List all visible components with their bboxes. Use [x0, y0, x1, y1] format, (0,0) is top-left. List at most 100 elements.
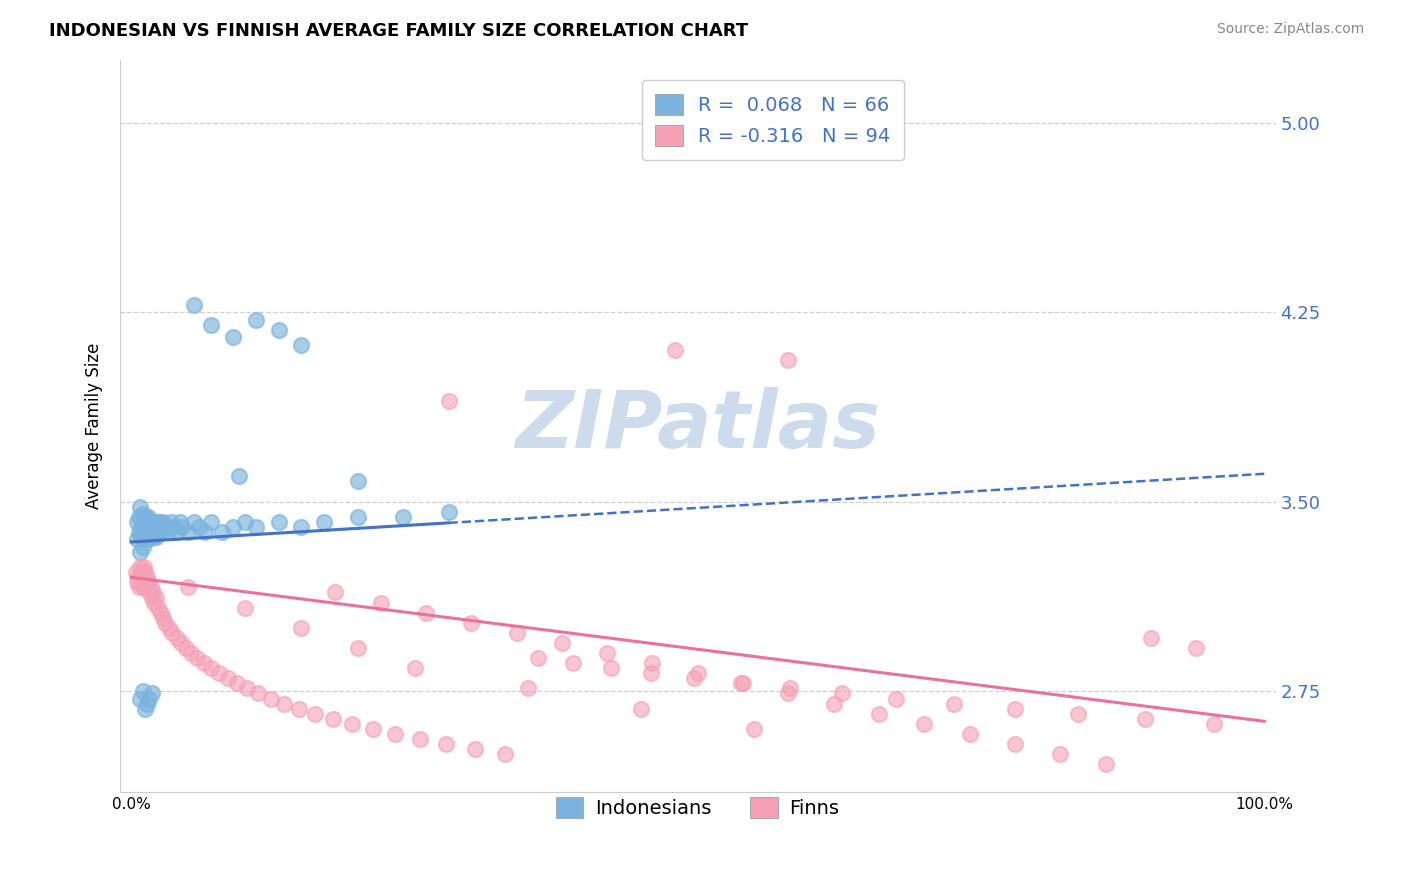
Point: [347, 475, 370, 489]
Point: [942, 697, 965, 711]
Point: [228, 469, 250, 483]
Point: [136, 509, 159, 524]
Point: [247, 686, 270, 700]
Point: [131, 520, 153, 534]
Point: [823, 697, 845, 711]
Point: [141, 591, 163, 605]
Point: [211, 524, 233, 539]
Point: [131, 540, 153, 554]
Point: [193, 656, 215, 670]
Point: [145, 515, 167, 529]
Point: [138, 515, 160, 529]
Point: [131, 530, 153, 544]
Point: [551, 636, 574, 650]
Point: [141, 515, 163, 529]
Point: [146, 524, 169, 539]
Point: [134, 566, 156, 580]
Point: [912, 716, 935, 731]
Point: [131, 566, 153, 580]
Point: [200, 318, 222, 332]
Point: [288, 701, 311, 715]
Point: [342, 716, 364, 731]
Point: [132, 520, 155, 534]
Point: [141, 686, 163, 700]
Point: [290, 621, 312, 635]
Point: [127, 570, 149, 584]
Point: [245, 520, 267, 534]
Point: [141, 524, 163, 539]
Point: [149, 520, 172, 534]
Point: [135, 520, 157, 534]
Point: [135, 581, 157, 595]
Point: [125, 533, 148, 547]
Point: [180, 646, 202, 660]
Point: [138, 691, 160, 706]
Point: [134, 701, 156, 715]
Point: [217, 671, 239, 685]
Point: [131, 524, 153, 539]
Point: [139, 581, 162, 595]
Point: [160, 515, 183, 529]
Point: [409, 731, 432, 746]
Point: [128, 581, 150, 595]
Point: [186, 651, 208, 665]
Point: [136, 524, 159, 539]
Point: [166, 524, 188, 539]
Point: [599, 661, 621, 675]
Point: [139, 520, 162, 534]
Point: [404, 661, 426, 675]
Point: [347, 509, 370, 524]
Point: [1185, 641, 1208, 656]
Point: [145, 591, 167, 605]
Point: [131, 515, 153, 529]
Point: [157, 621, 180, 635]
Text: INDONESIAN VS FINNISH AVERAGE FAMILY SIZE CORRELATION CHART: INDONESIAN VS FINNISH AVERAGE FAMILY SIZ…: [49, 22, 748, 40]
Point: [222, 520, 245, 534]
Point: [831, 686, 853, 700]
Point: [1067, 706, 1090, 721]
Point: [129, 691, 152, 706]
Point: [188, 520, 211, 534]
Point: [170, 636, 193, 650]
Point: [125, 566, 148, 580]
Point: [129, 560, 152, 574]
Legend: Indonesians, Finns: Indonesians, Finns: [548, 789, 846, 826]
Point: [1094, 757, 1116, 772]
Point: [225, 676, 247, 690]
Point: [912, 813, 935, 827]
Point: [174, 641, 197, 656]
Point: [128, 509, 150, 524]
Point: [132, 570, 155, 584]
Point: [125, 575, 148, 590]
Point: [437, 505, 460, 519]
Point: [129, 575, 152, 590]
Point: [149, 515, 172, 529]
Point: [460, 615, 482, 630]
Point: [136, 533, 159, 547]
Point: [131, 570, 153, 584]
Point: [323, 585, 346, 599]
Point: [744, 722, 766, 736]
Point: [361, 722, 384, 736]
Point: [194, 524, 217, 539]
Point: [312, 515, 335, 529]
Point: [138, 524, 160, 539]
Point: [415, 606, 437, 620]
Point: [664, 343, 686, 357]
Point: [148, 520, 170, 534]
Point: [200, 661, 222, 675]
Point: [1140, 631, 1163, 645]
Point: [128, 524, 150, 539]
Point: [304, 706, 326, 721]
Point: [142, 520, 165, 534]
Point: [129, 545, 152, 559]
Point: [464, 742, 486, 756]
Point: [527, 651, 550, 665]
Point: [1083, 807, 1105, 822]
Point: [1049, 747, 1071, 761]
Point: [125, 515, 148, 529]
Point: [630, 701, 652, 715]
Point: [207, 666, 229, 681]
Point: [131, 684, 153, 698]
Y-axis label: Average Family Size: Average Family Size: [86, 343, 103, 509]
